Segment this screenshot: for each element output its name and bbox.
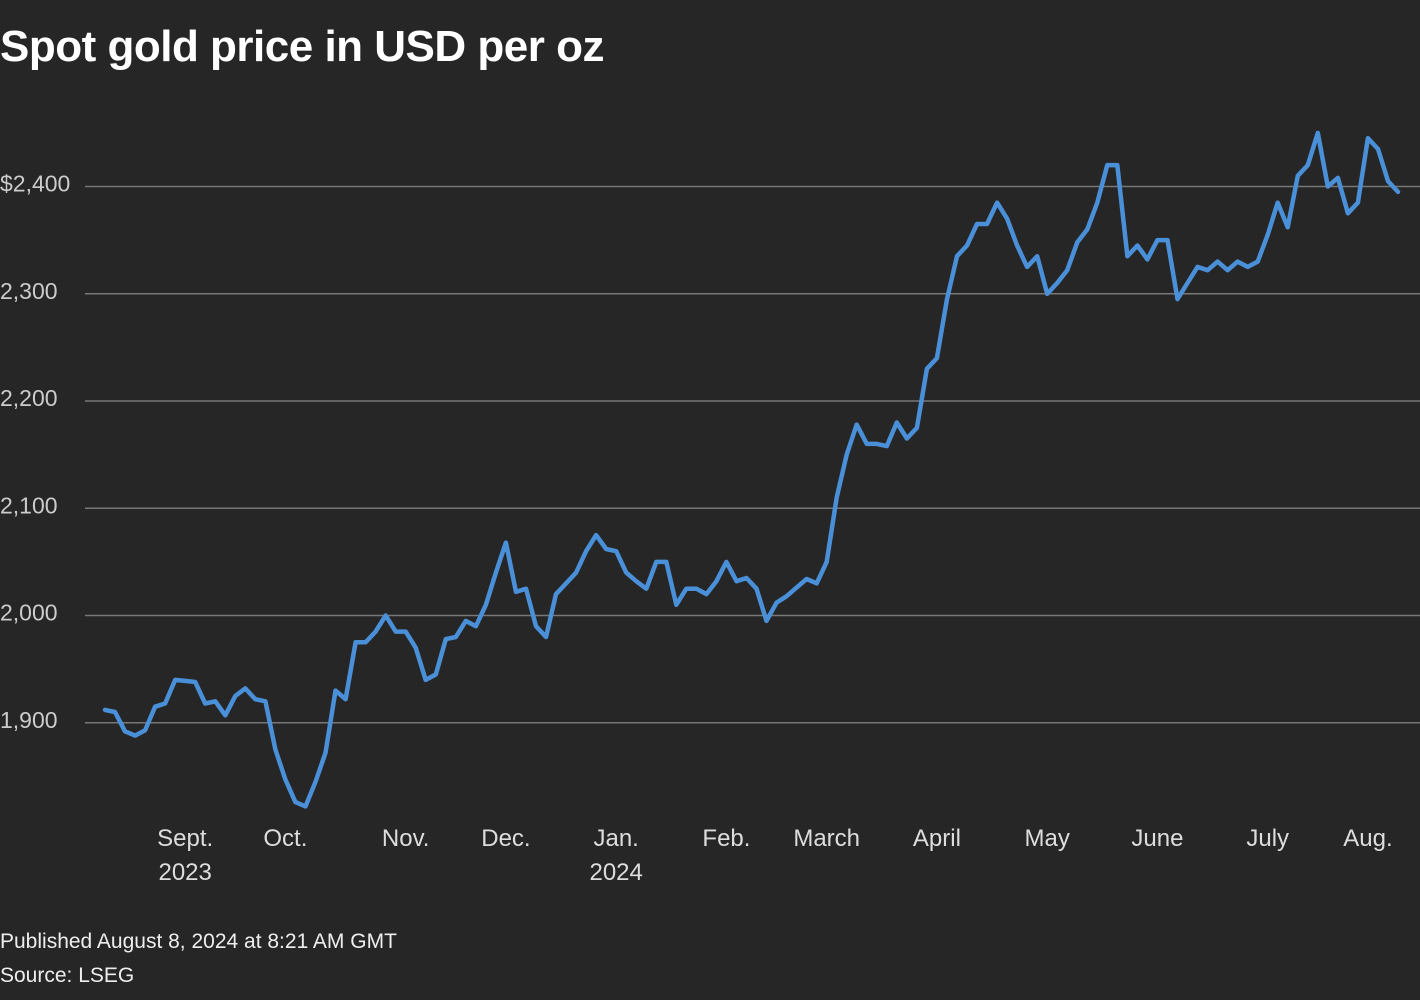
source-note: Source: LSEG [0, 964, 135, 987]
chart-title: Spot gold price in USD per oz [0, 22, 604, 71]
x-tick-label: Oct. [263, 825, 308, 852]
y-tick-label: 1,900 [0, 707, 58, 733]
x-tick-label: March [793, 825, 861, 852]
y-tick-label: 2,100 [0, 492, 58, 518]
y-tick-label: 2,200 [0, 385, 58, 411]
x-tick-label: April [912, 825, 961, 852]
price-line [102, 130, 1401, 809]
x-tick-label: Jan. 2024 [589, 825, 643, 886]
x-tick-label: July [1246, 825, 1290, 852]
published-note: Published August 8, 2024 at 8:21 AM GMT [0, 930, 397, 953]
y-tick-label: 2,000 [0, 600, 58, 626]
x-tick-label: Aug. [1343, 825, 1393, 852]
y-tick-label: $2,400 [0, 171, 70, 197]
x-tick-label: June [1131, 825, 1184, 852]
y-tick-label: 2,300 [0, 278, 58, 304]
x-tick-label: May [1024, 825, 1070, 852]
x-tick-label: Feb. [702, 825, 751, 852]
x-tick-label: Dec. [481, 825, 531, 852]
x-tick-label: Nov. [381, 825, 430, 852]
x-tick-label: Sept. 2023 [157, 825, 214, 886]
